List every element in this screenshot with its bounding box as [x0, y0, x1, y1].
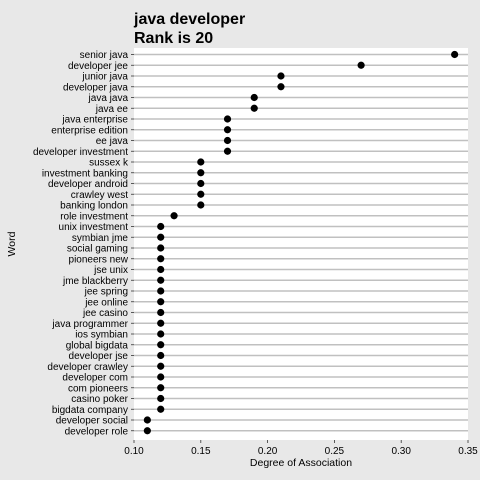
data-point	[277, 83, 285, 91]
y-tick-label: jee spring	[84, 287, 128, 298]
data-point	[157, 405, 165, 413]
y-tick-label: developer role	[65, 426, 129, 437]
y-tick-label: developer investment	[33, 147, 128, 158]
data-point	[277, 72, 285, 80]
y-tick-label: developer social	[56, 416, 128, 427]
data-point	[157, 351, 165, 360]
y-tick-label: pioneers new	[69, 254, 129, 265]
x-axis-ticks: 0.10 0.15 0.20 0.25 0.30 0.35	[124, 440, 478, 457]
data-point	[223, 136, 232, 145]
data-point	[157, 287, 165, 295]
data-point	[451, 50, 459, 59]
y-axis-label: Word	[6, 231, 18, 256]
data-point	[197, 169, 205, 177]
data-point	[197, 158, 205, 166]
data-point	[250, 93, 258, 102]
chart-title: java developer	[133, 11, 245, 28]
data-point	[157, 330, 165, 338]
data-point	[197, 179, 205, 188]
data-point	[157, 362, 165, 370]
data-point	[157, 341, 165, 349]
y-tick-label: role investment	[60, 211, 128, 222]
data-point	[157, 265, 165, 274]
y-tick-label: jee online	[84, 297, 128, 308]
y-tick-label: enterprise edition	[51, 125, 128, 136]
y-tick-label: java programmer	[51, 319, 128, 330]
data-point	[157, 308, 165, 317]
plot-panel	[134, 48, 468, 440]
data-points	[143, 50, 459, 435]
y-tick-label: junior java	[81, 72, 128, 83]
x-tick-label: 0.15	[191, 446, 211, 457]
data-point	[157, 319, 165, 327]
y-tick-label: java java	[88, 93, 129, 104]
x-axis-label: Degree of Association	[250, 457, 352, 469]
data-point	[157, 394, 165, 403]
y-tick-label: jse unix	[93, 265, 128, 276]
data-point	[157, 255, 165, 263]
x-tick-label: 0.25	[325, 446, 345, 457]
y-tick-label: sussex k	[89, 158, 129, 169]
data-point	[357, 61, 365, 69]
x-tick-label: 0.20	[258, 446, 278, 457]
y-tick-label: crawley west	[71, 190, 128, 201]
y-tick-label: banking london	[60, 201, 128, 212]
y-tick-label: symbian jme	[72, 233, 129, 244]
y-tick-label: developer com	[62, 373, 128, 384]
data-point	[157, 373, 165, 381]
data-point	[197, 190, 205, 198]
y-tick-label: java ee	[95, 104, 129, 115]
y-tick-label: global bigdata	[66, 340, 129, 351]
data-point	[157, 276, 165, 284]
data-point	[223, 147, 232, 155]
x-tick-label: 0.35	[458, 446, 478, 457]
y-tick-label: jee casino	[82, 308, 128, 319]
y-tick-label: ios symbian	[75, 330, 128, 341]
y-tick-label: developer crawley	[47, 362, 128, 373]
y-tick-label: com pioneers	[68, 383, 128, 394]
y-tick-label: developer java	[63, 82, 128, 93]
x-tick-label: 0.10	[124, 446, 144, 457]
y-tick-label: ee java	[96, 136, 129, 147]
chart-subtitle: Rank is 20	[134, 30, 213, 47]
y-tick-label: social gaming	[67, 244, 128, 255]
data-point	[170, 212, 178, 220]
data-point	[157, 222, 165, 231]
y-tick-label: developer jee	[68, 61, 128, 72]
data-point	[157, 244, 165, 252]
y-tick-label: jme blackberry	[62, 276, 128, 287]
data-point	[223, 115, 232, 123]
y-tick-label: java enterprise	[61, 115, 128, 126]
y-tick-label: developer jse	[69, 351, 129, 362]
data-point	[143, 427, 151, 435]
x-tick-label: 0.30	[391, 446, 411, 457]
data-point	[157, 298, 165, 306]
y-tick-label: senior java	[80, 50, 129, 61]
y-tick-label: casino poker	[71, 394, 128, 405]
data-point	[250, 104, 258, 112]
data-point	[197, 201, 205, 209]
y-tick-label: bigdata company	[52, 405, 128, 416]
y-tick-label: unix investment	[59, 222, 129, 233]
data-point	[223, 126, 232, 134]
data-point	[157, 384, 165, 392]
data-point	[143, 416, 151, 424]
data-point	[157, 233, 165, 241]
gridlines	[134, 53, 468, 432]
y-tick-label: developer android	[48, 179, 128, 190]
y-tick-label: investment banking	[42, 168, 128, 179]
